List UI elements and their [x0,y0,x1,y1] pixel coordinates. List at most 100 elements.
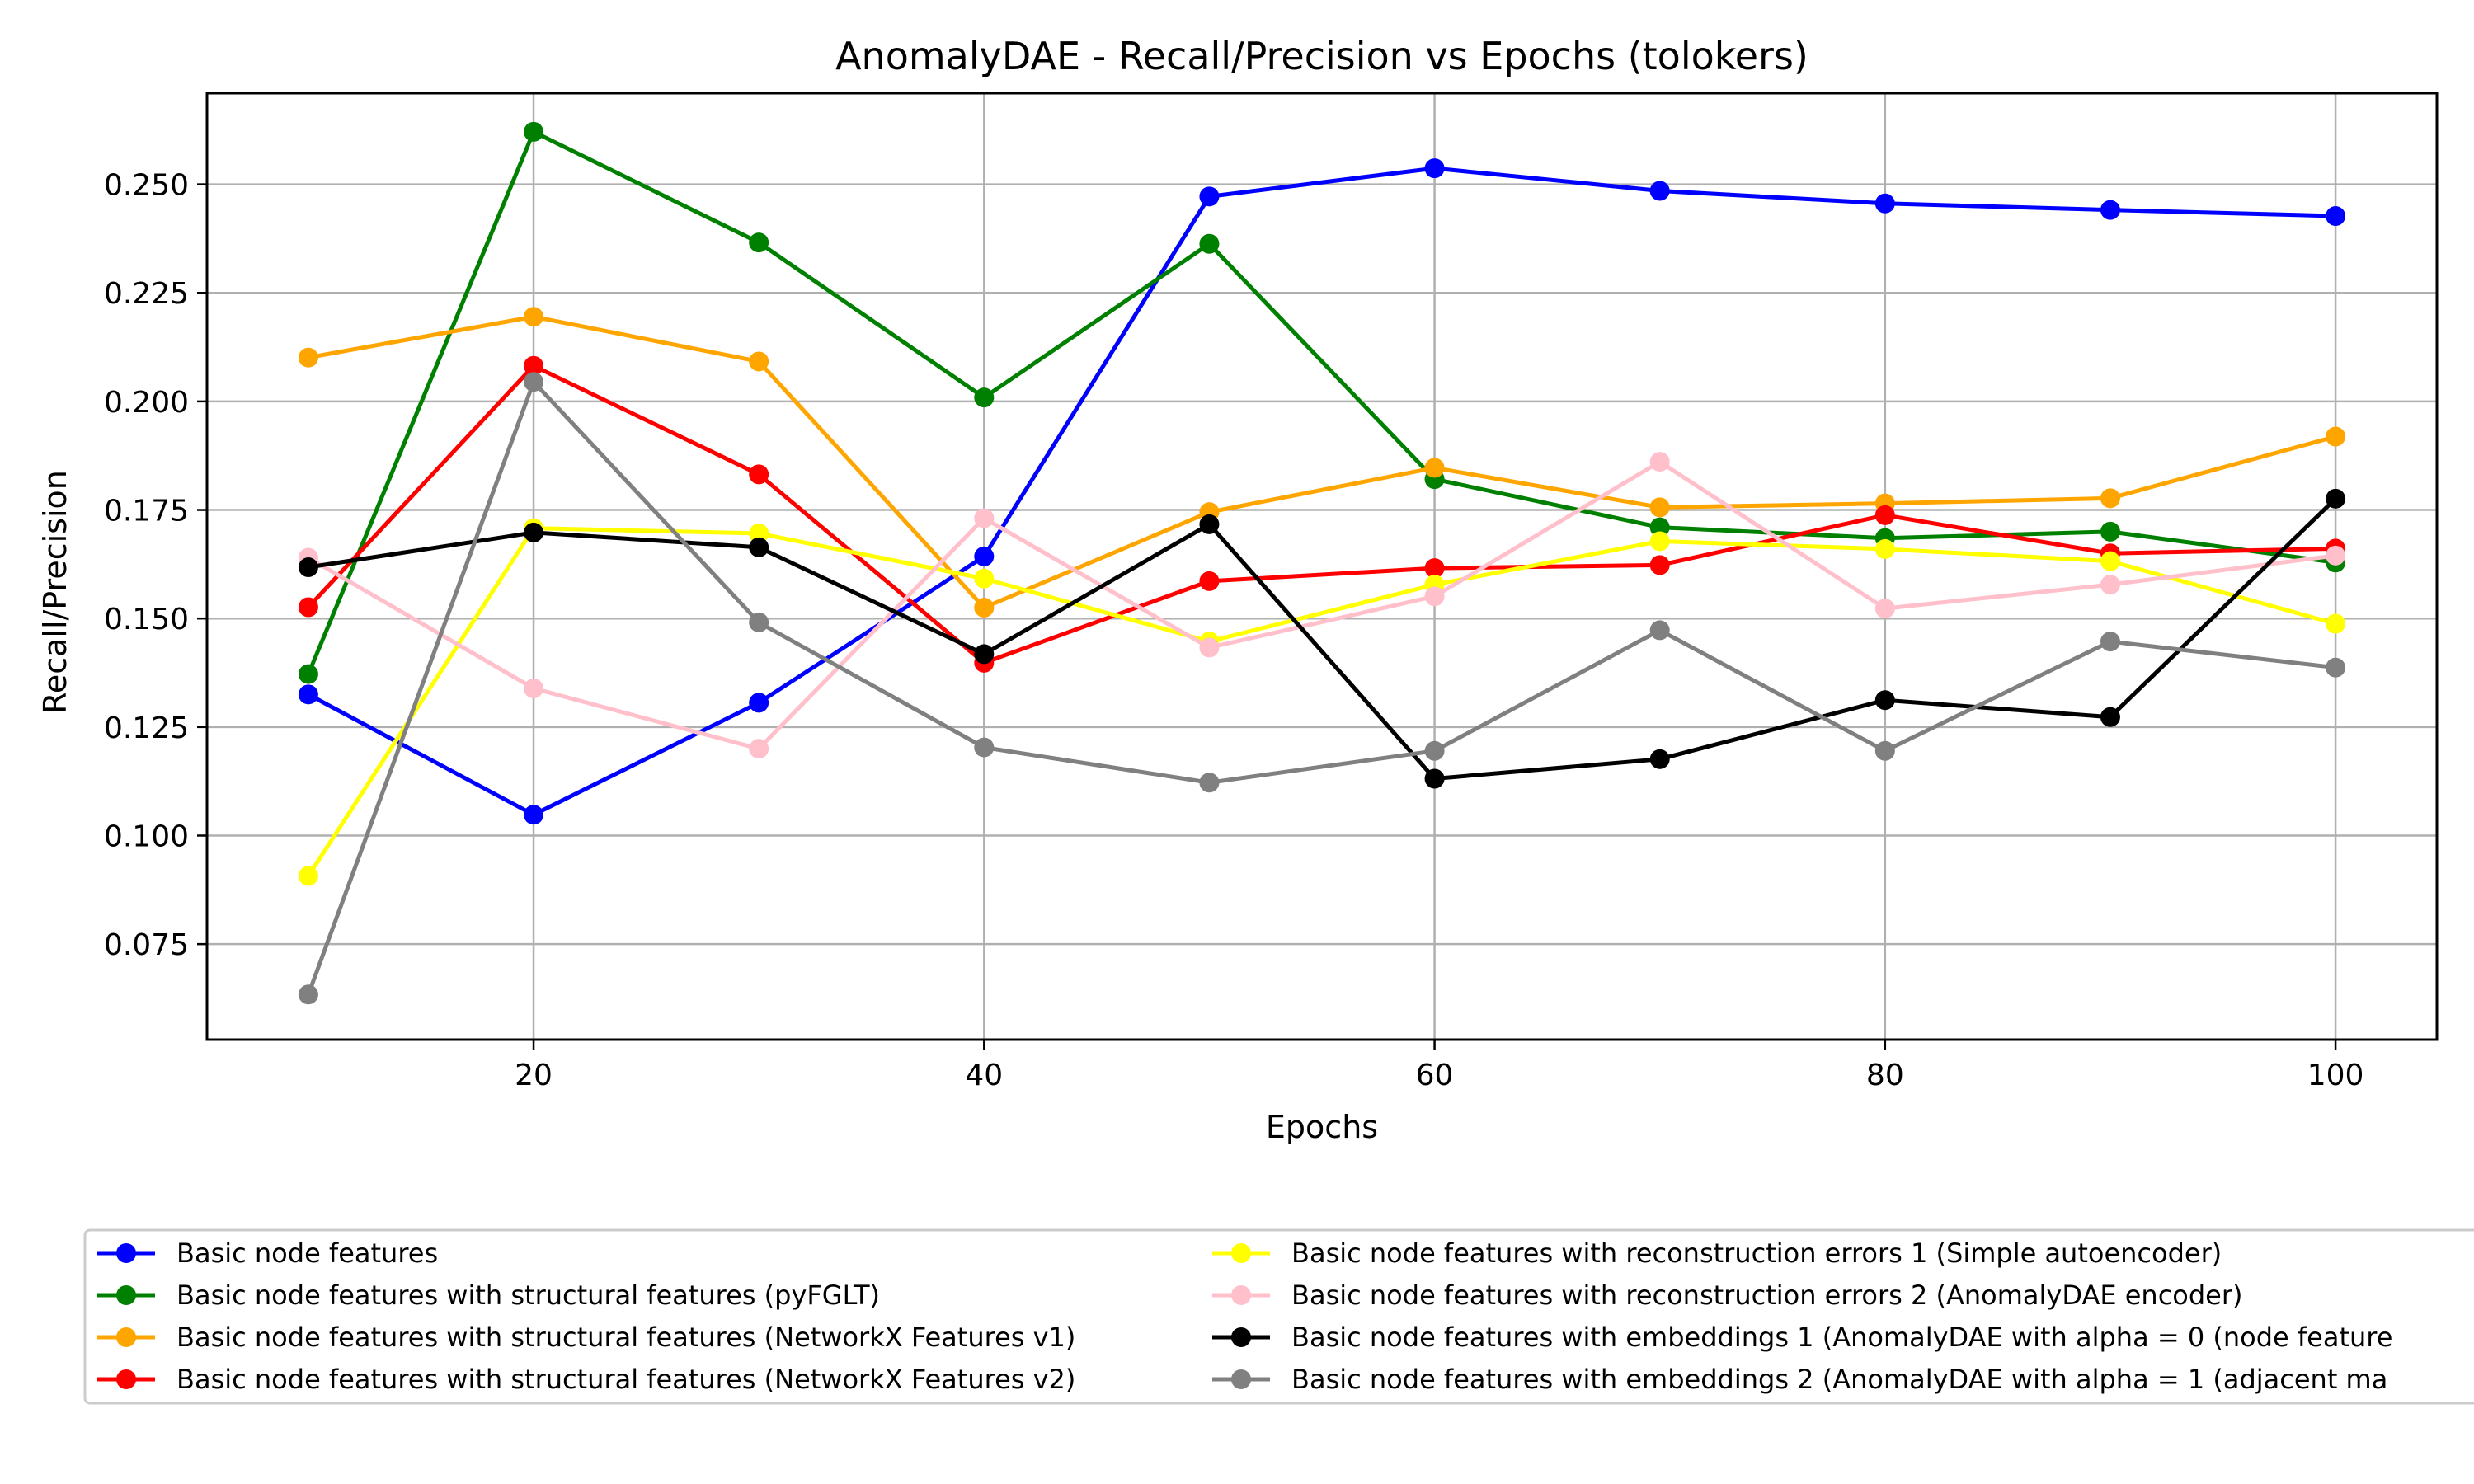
series-1 [298,158,2346,825]
data-point [974,737,995,758]
data-point [974,387,995,408]
data-point [524,355,544,376]
data-point [1199,233,1220,254]
series-5 [298,518,2346,886]
axis-ticks: 20 40 60 80 100 0.075 0.100 0.125 0.150 0.175 0.20… [104,169,2364,1092]
data-point [1649,497,1670,518]
data-point [1649,452,1670,472]
data-point [1424,158,1445,179]
legend-label: Basic node features with structural feat… [176,1364,1075,1395]
data-point [1424,740,1445,761]
data-point [1874,193,1895,214]
legend-label: Basic node features with embeddings 1 (A… [1291,1322,2392,1353]
data-point [1874,740,1895,761]
data-point [974,546,995,566]
legend-item: Basic node features with reconstruction … [1212,1237,2222,1269]
data-point [524,805,544,825]
x-tick-label: 80 [1866,1059,1904,1092]
x-tick-label: 40 [965,1059,1003,1092]
series-line [308,497,2337,782]
data-point [298,347,318,368]
y-tick-label: 0.150 [104,603,189,636]
data-point [1199,186,1220,207]
legend-item: Basic node features [97,1237,438,1269]
data-point [1424,586,1445,607]
data-point [2100,521,2120,542]
data-point [1874,599,1895,619]
data-point [2100,707,2120,727]
data-point [298,597,318,618]
data-point [1649,517,1670,538]
legend-label: Basic node features with structural feat… [176,1280,880,1311]
legend-label: Basic node features with reconstruction … [1291,1237,2222,1269]
data-point [1649,749,1670,769]
series-7 [298,488,2346,789]
legend: Basic node features Basic node features w… [83,1228,2474,1405]
y-tick-label: 0.200 [104,386,189,420]
legend-box [83,1228,2474,1405]
data-point [1199,571,1220,591]
legend-label: Basic node features with embeddings 2 (A… [1291,1364,2387,1395]
data-point [1874,505,1895,525]
data-point [2100,575,2120,595]
data-point [974,508,995,528]
legend-marker [116,1369,136,1389]
y-tick-label: 0.100 [104,819,189,853]
legend-label: Basic node features with structural feat… [176,1322,1075,1353]
data-point [1649,620,1670,641]
data-point [749,693,769,713]
data-point [524,678,544,698]
legend-marker [116,1327,136,1347]
x-tick-label: 100 [2307,1059,2364,1092]
x-tick-label: 20 [515,1059,553,1092]
series-line [307,364,2336,665]
data-point [524,372,544,392]
y-tick-label: 0.250 [104,169,189,203]
y-axis-label: Recall/Precision [37,470,73,714]
legend-marker [1231,1285,1251,1305]
series-line [307,166,2336,817]
data-point [974,644,995,665]
series-line [308,314,2336,610]
data-point [2100,200,2120,220]
data-point [749,537,769,557]
legend-item: Basic node features with structural feat… [97,1364,1075,1395]
data-point [2326,426,2346,447]
series-line [306,526,2336,877]
y-tick-label: 0.125 [104,711,189,745]
series-group [298,121,2346,1005]
legend-item: Basic node features with structural feat… [97,1280,880,1311]
data-point [749,612,769,632]
legend-item: Basic node features with reconstruction … [1212,1280,2243,1311]
data-point [1424,458,1445,478]
legend-label: Basic node features [176,1237,438,1269]
data-point [749,232,769,253]
data-point [2326,206,2346,227]
data-point [298,984,318,1005]
data-point [2100,632,2120,652]
data-point [524,522,544,542]
x-tick-label: 60 [1416,1059,1454,1092]
data-point [749,739,769,759]
data-point [1649,181,1670,201]
data-point [2326,488,2346,509]
data-point [974,568,995,589]
data-point [298,866,318,886]
legend-item: Basic node features with embeddings 1 (A… [1212,1322,2392,1353]
data-point [2100,488,2120,509]
plot-area-frame [205,92,2439,1041]
legend-marker [116,1243,136,1263]
data-point [2326,545,2346,566]
data-point [1199,773,1220,793]
data-point [298,684,318,705]
chart-title: AnomalyDAE - Recall/Precision vs Epochs … [835,34,1808,78]
data-point [298,557,318,578]
data-point [2100,551,2120,571]
x-axis-label: Epochs [1266,1109,1378,1145]
series-line [307,459,2336,751]
legend-item: Basic node features with structural feat… [97,1322,1075,1353]
data-point [524,121,544,142]
series-line [306,379,2336,996]
grid [207,93,2437,1040]
legend-marker [116,1285,136,1305]
